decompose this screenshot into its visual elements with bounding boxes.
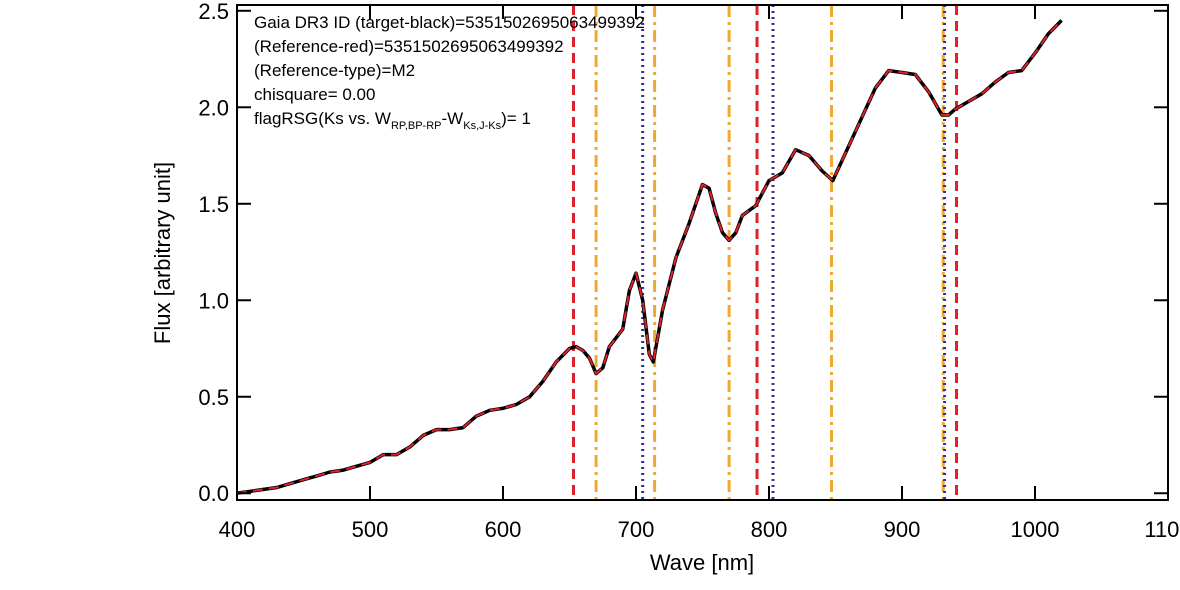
y-tick-label: 1.0 (198, 288, 229, 313)
y-tick-label: 0.5 (198, 385, 229, 410)
x-tick-label: 800 (751, 517, 788, 542)
y-tick-label: 1.5 (198, 192, 229, 217)
annotation: (Reference-type)=M2 (254, 61, 415, 80)
annotation-part: -W (442, 109, 464, 128)
annotation-part: flagRSG(Ks vs. W (254, 109, 391, 128)
annotation-part: )= 1 (501, 109, 531, 128)
x-tick-label: 500 (352, 517, 389, 542)
y-tick-label: 2.0 (198, 95, 229, 120)
annotation: chisquare= 0.00 (254, 85, 375, 104)
x-tick-label: 600 (485, 517, 522, 542)
y-axis-label: Flux [arbitrary unit] (150, 162, 175, 344)
x-tick-label: 1000 (1011, 517, 1060, 542)
x-tick-label: 900 (884, 517, 921, 542)
annotation-subscript: RP,BP-RP (391, 120, 442, 132)
x-tick-label: 700 (618, 517, 655, 542)
plot-area (237, 5, 1063, 500)
annotation: flagRSG(Ks vs. WRP,BP-RP-WKs,J-Ks)= 1 (254, 109, 531, 132)
x-tick-label: 400 (219, 517, 256, 542)
annotation: Gaia DR3 ID (target-black)=5351502695063… (254, 13, 645, 32)
annotation: (Reference-red)=5351502695063499392 (254, 37, 564, 56)
spectrum-line (237, 19, 1063, 495)
plot-frame (236, 4, 1169, 501)
y-tick-label: 2.5 (198, 0, 229, 24)
y-tick-label: 0.0 (198, 481, 229, 506)
x-axis-label: Wave [nm] (650, 550, 754, 575)
annotation-subscript: Ks,J-Ks (463, 120, 501, 132)
